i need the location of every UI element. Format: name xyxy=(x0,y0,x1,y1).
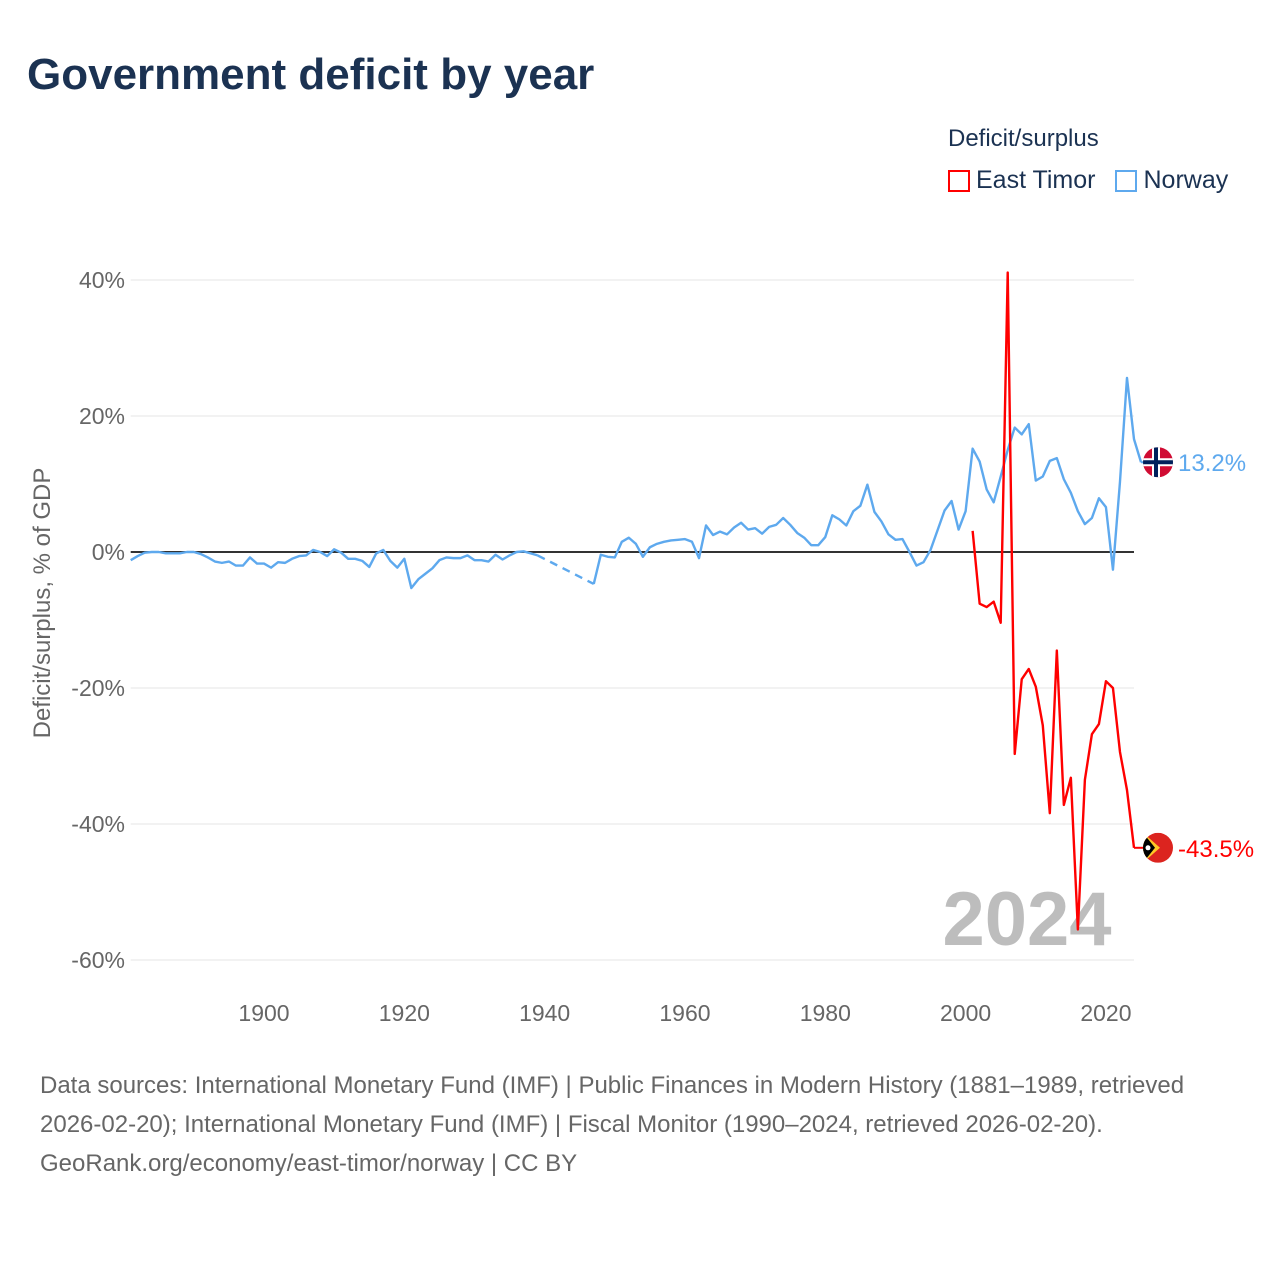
gap-dashed-line xyxy=(537,554,595,586)
legend-label: Norway xyxy=(1143,166,1229,194)
y-tick-label: 0% xyxy=(92,539,125,565)
data-sources: Data sources: International Monetary Fun… xyxy=(40,1072,1185,1138)
credit-link[interactable]: GeoRank.org/economy/east-timor/norway | … xyxy=(40,1150,578,1177)
flag-cross xyxy=(1154,447,1158,478)
y-tick-label: -20% xyxy=(71,675,125,701)
series-line-norway xyxy=(592,376,1143,585)
x-tick-label: 1980 xyxy=(800,1000,851,1026)
legend-label: East Timor xyxy=(976,166,1096,194)
legend-item-east-timor[interactable]: East Timor xyxy=(948,166,1095,195)
east-timor-flag-icon xyxy=(1143,832,1173,863)
flag-body xyxy=(1143,832,1173,863)
x-tick-label: 2000 xyxy=(940,1000,991,1026)
norway-flag-icon xyxy=(1143,447,1173,478)
x-tick-label: 1920 xyxy=(379,1000,430,1026)
year-watermark: 2024 xyxy=(942,877,1111,962)
y-tick-label: -40% xyxy=(71,811,125,837)
legend: East Timor Norway xyxy=(948,166,1228,195)
flag-body xyxy=(1143,447,1173,478)
flag-star xyxy=(1145,845,1151,851)
end-value-label: -43.5% xyxy=(1178,836,1254,863)
y-tick-label: 20% xyxy=(79,403,125,429)
x-tick-label: 2020 xyxy=(1080,1000,1131,1026)
chart-title: Government deficit by year xyxy=(27,50,595,99)
x-tick-label: 1900 xyxy=(238,1000,289,1026)
legend-swatch-east-timor xyxy=(948,169,970,192)
end-value-label: 13.2% xyxy=(1178,450,1246,477)
y-axis-label: Deficit/surplus, % of GDP xyxy=(29,468,56,739)
x-tick-label: 1960 xyxy=(659,1000,710,1026)
x-tick-label: 1940 xyxy=(519,1000,570,1026)
series-line-norway xyxy=(130,548,538,590)
y-tick-label: -60% xyxy=(71,947,125,973)
y-tick-label: 40% xyxy=(79,267,125,293)
series-line-east-timor xyxy=(971,271,1136,931)
legend-item-norway[interactable]: Norway xyxy=(1115,166,1228,195)
footer: Data sources: International Monetary Fun… xyxy=(40,1066,1240,1183)
legend-swatch-norway xyxy=(1115,169,1138,192)
legend-title: Deficit/surplus xyxy=(948,125,1099,152)
